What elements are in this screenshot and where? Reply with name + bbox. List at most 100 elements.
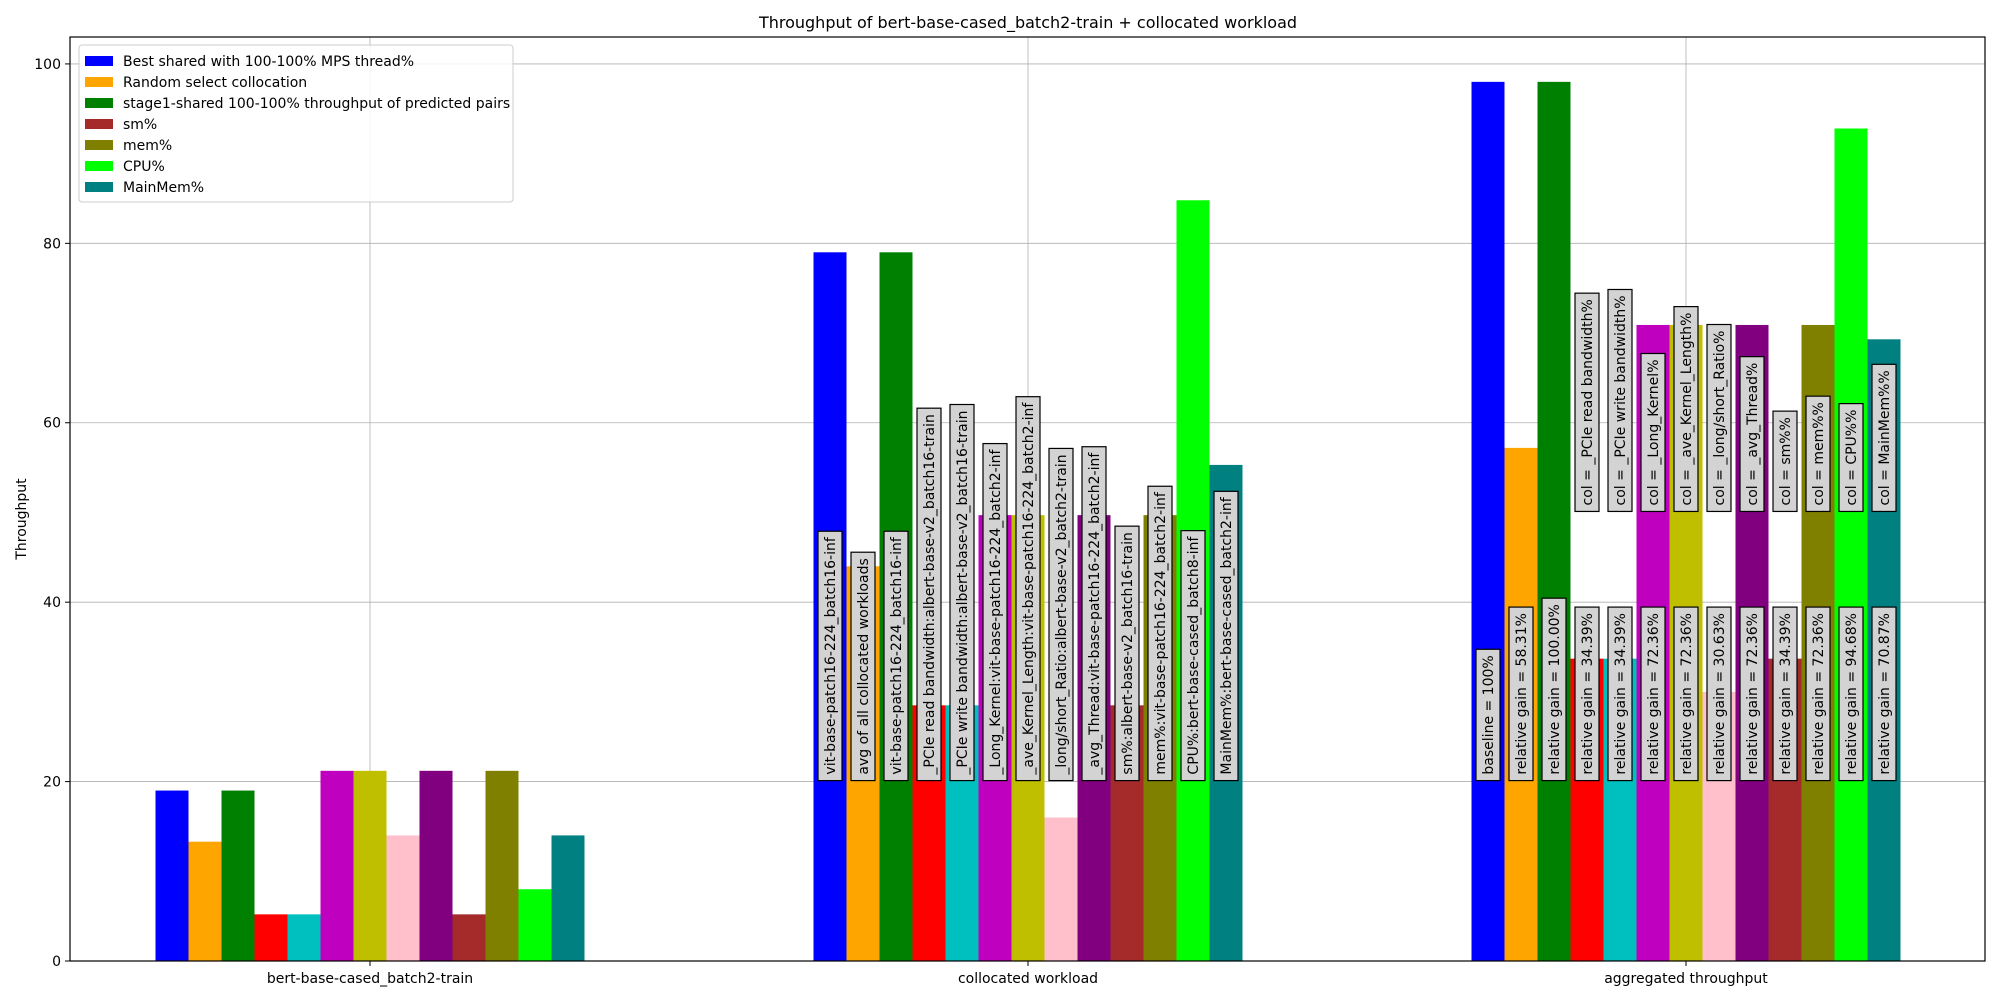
annotation-text: col = sm%% — [1778, 417, 1794, 505]
annotation-box — [1607, 606, 1633, 782]
axes: 0 20 40 60 80 100 bert-base-cased_batch2-train… — [34, 57, 1768, 987]
bar — [287, 914, 321, 961]
annotation-label: relative gain = 72.36% — [1640, 606, 1666, 782]
annotation-box — [1475, 648, 1501, 782]
annotation-text: relative gain = 100.00% — [1547, 604, 1563, 774]
legend: Best shared with 100-100% MPS thread% Ran… — [78, 44, 514, 203]
annotation-box — [1706, 323, 1732, 513]
annotation-box — [1673, 606, 1699, 782]
bar — [188, 841, 222, 961]
annotation-label: MainMem%:bert-base-cased_batch2-inf — [1213, 490, 1239, 782]
annotation-text: relative gain = 34.39% — [1580, 613, 1596, 775]
annotation-label: col = _Long_Kernel% — [1640, 352, 1666, 513]
bar — [485, 770, 519, 961]
annotation-text: CPU%:bert-base-cased_batch8-inf — [1186, 536, 1202, 775]
annotation-label: relative gain = 34.39% — [1772, 606, 1798, 782]
annotation-text: MainMem%:bert-base-cased_batch2-inf — [1219, 496, 1235, 774]
legend-label: stage1-shared 100-100% throughput of pre… — [123, 96, 510, 112]
annotation-label: col = _PCIe write bandwidth% — [1607, 288, 1633, 513]
annotation-box — [1048, 447, 1074, 782]
legend-frame — [78, 44, 514, 203]
annotation-box — [1574, 606, 1600, 782]
annotation-box — [1015, 396, 1041, 782]
annotation-box — [1541, 597, 1567, 782]
annotation-box — [949, 403, 975, 782]
bar — [1471, 81, 1505, 961]
annotation-text: relative gain = 34.39% — [1613, 613, 1629, 775]
x-tick-label: aggregated throughput — [1604, 971, 1768, 987]
annotation-text: col = _PCIe write bandwidth% — [1613, 295, 1629, 505]
legend-label: MainMem% — [123, 180, 204, 196]
annotation-label: relative gain = 58.31% — [1508, 606, 1534, 782]
annotation-label: _PCIe read bandwidth:albert-base-v2_batc… — [916, 407, 942, 782]
annotation-text: baseline = 100% — [1481, 655, 1497, 774]
annotation-box — [1640, 606, 1666, 782]
legend-swatch — [85, 161, 113, 171]
annotation-label: col = CPU%% — [1838, 402, 1864, 513]
annotation-label: col = _ave_Kernel_Length% — [1673, 306, 1699, 513]
annotation-box — [1081, 446, 1107, 782]
annotation-box — [1772, 410, 1798, 513]
annotation-label: relative gain = 72.36% — [1673, 606, 1699, 782]
y-tick-label: 20 — [43, 775, 61, 791]
annotation-box — [1607, 288, 1633, 513]
annotation-text: col = _Long_Kernel% — [1646, 360, 1662, 506]
annotation-label: relative gain = 100.00% — [1541, 597, 1567, 782]
annotation-text: relative gain = 30.63% — [1712, 613, 1728, 775]
annotation-label: col = sm%% — [1772, 410, 1798, 513]
legend-swatch — [85, 77, 113, 87]
annotation-text: sm%:albert-base-v2_batch16-train — [1120, 532, 1136, 774]
annotation-text: col = CPU%% — [1844, 410, 1860, 506]
annotation-text: vit-base-patch16-224_batch16-inf — [889, 536, 905, 774]
annotation-box — [1673, 306, 1699, 513]
annotation-box — [1640, 352, 1666, 513]
legend-label: mem% — [123, 138, 172, 154]
x-tick-label: collocated workload — [958, 971, 1098, 987]
annotation-box — [1871, 363, 1897, 513]
annotation-text: col = _PCIe read bandwidth% — [1580, 299, 1596, 505]
annotation-box — [1739, 356, 1765, 513]
annotation-text: _PCIe write bandwidth:albert-base-v2_bat… — [955, 411, 971, 776]
bar — [452, 914, 486, 961]
annotation-label: col = MainMem%% — [1871, 363, 1897, 513]
bar — [518, 889, 552, 961]
annotation-box — [817, 530, 843, 782]
annotation-label: col = _PCIe read bandwidth% — [1574, 292, 1600, 513]
bar — [221, 790, 255, 961]
annotation-label: relative gain = 72.36% — [1739, 606, 1765, 782]
annotation-box — [1739, 606, 1765, 782]
annotation-text: relative gain = 70.87% — [1877, 613, 1893, 775]
y-tick-label: 80 — [43, 236, 61, 252]
annotation-text: relative gain = 72.36% — [1811, 613, 1827, 775]
legend-swatch — [85, 182, 113, 192]
annotation-label: relative gain = 34.39% — [1607, 606, 1633, 782]
chart-title: Throughput of bert-base-cased_batch2-tra… — [758, 13, 1297, 33]
annotation-label: vit-base-patch16-224_batch16-inf — [817, 530, 843, 782]
y-axis-label: Throughput — [14, 478, 30, 561]
annotation-label: relative gain = 72.36% — [1805, 606, 1831, 782]
annotation-label: _long/short_Ratio:albert-base-v2_batch2-… — [1048, 447, 1074, 782]
bar — [254, 914, 288, 961]
x-tick-label: bert-base-cased_batch2-train — [267, 971, 473, 987]
y-tick-label: 60 — [43, 416, 61, 432]
annotation-text: mem%:vit-base-patch16-224_batch2-inf — [1153, 491, 1169, 774]
annotation-label: relative gain = 70.87% — [1871, 606, 1897, 782]
annotation-box — [1147, 485, 1173, 782]
bar — [320, 770, 354, 961]
annotation-text: col = MainMem%% — [1877, 370, 1893, 505]
bar — [353, 770, 387, 961]
legend-label: Random select collocation — [123, 75, 307, 91]
bar — [155, 790, 189, 961]
annotation-label: vit-base-patch16-224_batch16-inf — [883, 530, 909, 782]
y-tick-label: 40 — [43, 595, 61, 611]
annotation-text: col = _avg_Thread% — [1745, 363, 1761, 506]
legend-label: Best shared with 100-100% MPS thread% — [123, 54, 414, 70]
annotation-box — [1871, 606, 1897, 782]
annotation-label: col = _long/short_Ratio% — [1706, 323, 1732, 513]
annotation-label: relative gain = 30.63% — [1706, 606, 1732, 782]
legend-label: CPU% — [123, 159, 165, 175]
annotation-box — [916, 407, 942, 782]
annotation-label: CPU%:bert-base-cased_batch8-inf — [1180, 530, 1206, 782]
annotation-text: col = _ave_Kernel_Length% — [1679, 313, 1695, 506]
